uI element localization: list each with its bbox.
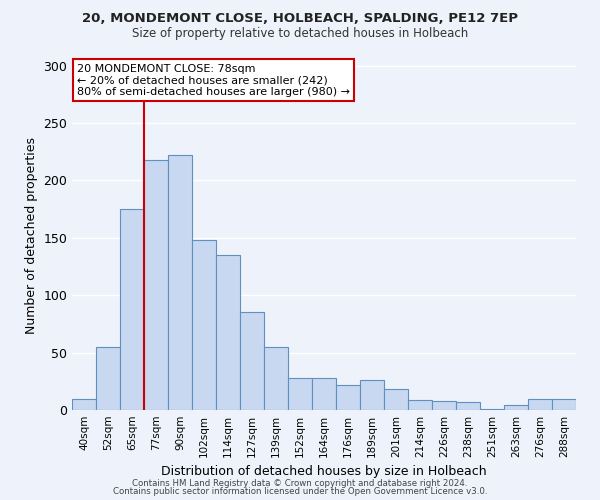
Bar: [432, 401, 456, 410]
Y-axis label: Number of detached properties: Number of detached properties: [25, 136, 38, 334]
Bar: [216, 255, 240, 410]
Text: 20 MONDEMONT CLOSE: 78sqm
← 20% of detached houses are smaller (242)
80% of semi: 20 MONDEMONT CLOSE: 78sqm ← 20% of detac…: [77, 64, 350, 96]
Bar: [192, 240, 216, 410]
Bar: [360, 380, 384, 410]
Bar: [72, 398, 96, 410]
Bar: [240, 312, 264, 410]
X-axis label: Distribution of detached houses by size in Holbeach: Distribution of detached houses by size …: [161, 466, 487, 478]
Bar: [120, 209, 144, 410]
Bar: [480, 409, 504, 410]
Bar: [528, 398, 552, 410]
Bar: [552, 398, 576, 410]
Bar: [504, 406, 528, 410]
Bar: [264, 347, 288, 410]
Text: Contains HM Land Registry data © Crown copyright and database right 2024.: Contains HM Land Registry data © Crown c…: [132, 478, 468, 488]
Bar: [456, 402, 480, 410]
Bar: [336, 385, 360, 410]
Bar: [144, 160, 168, 410]
Text: Size of property relative to detached houses in Holbeach: Size of property relative to detached ho…: [132, 28, 468, 40]
Bar: [384, 390, 408, 410]
Bar: [288, 378, 312, 410]
Text: Contains public sector information licensed under the Open Government Licence v3: Contains public sector information licen…: [113, 487, 487, 496]
Text: 20, MONDEMONT CLOSE, HOLBEACH, SPALDING, PE12 7EP: 20, MONDEMONT CLOSE, HOLBEACH, SPALDING,…: [82, 12, 518, 26]
Bar: [96, 347, 120, 410]
Bar: [408, 400, 432, 410]
Bar: [312, 378, 336, 410]
Bar: [168, 155, 192, 410]
